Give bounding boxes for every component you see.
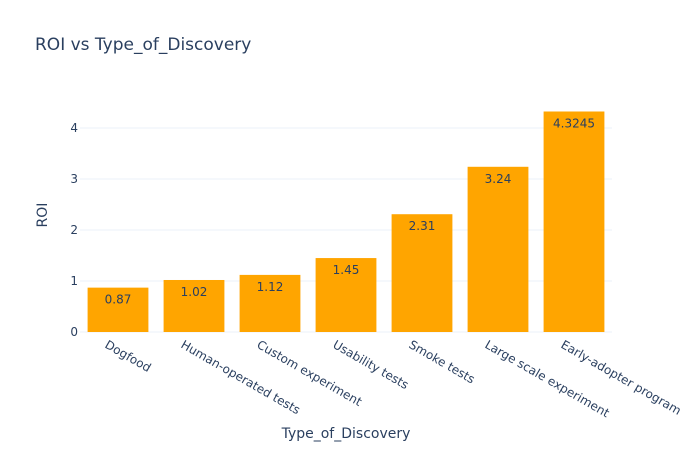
bar-value-label: 0.87 xyxy=(105,293,132,307)
chart-title: ROI vs Type_of_Discovery xyxy=(35,35,251,55)
bar xyxy=(543,111,605,333)
x-tick-label: Smoke tests xyxy=(407,337,478,386)
x-axis-title: Type_of_Discovery xyxy=(281,426,411,442)
y-tick-label: 0 xyxy=(70,325,78,339)
bar-value-label: 1.45 xyxy=(333,263,360,277)
bar xyxy=(239,274,301,332)
bar xyxy=(467,166,529,332)
bar-value-label: 3.24 xyxy=(485,172,512,186)
bar-value-label: 1.02 xyxy=(181,285,208,299)
bar xyxy=(163,279,225,332)
bar-value-label: 2.31 xyxy=(409,219,436,233)
x-tick-label: Dogfood xyxy=(103,337,154,374)
y-tick-label: 1 xyxy=(70,274,78,288)
y-tick-label: 2 xyxy=(70,223,78,237)
bars: 0.87 1.02 1.12 1.45 2.31 3.24 4.3245 xyxy=(87,111,605,333)
y-axis-title: ROI xyxy=(35,203,51,228)
y-tick-label: 4 xyxy=(70,121,78,135)
bar-value-label: 1.12 xyxy=(257,280,284,294)
x-tick-label: Large scale experiment xyxy=(483,337,613,420)
bar xyxy=(391,214,453,332)
bar xyxy=(87,287,149,332)
bar-value-label: 4.3245 xyxy=(553,116,595,130)
y-tick-labels: 0 1 2 3 4 xyxy=(70,121,78,339)
x-tick-label: Early-adopter program xyxy=(559,337,684,417)
y-tick-label: 3 xyxy=(70,172,78,186)
bar xyxy=(315,258,377,332)
